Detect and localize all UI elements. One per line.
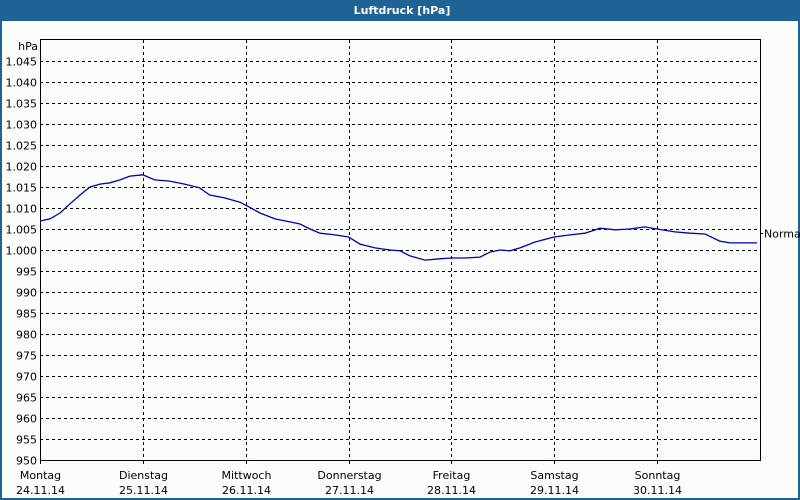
window-title: Luftdruck [hPa] xyxy=(2,0,800,21)
x-tick-day: Mittwoch xyxy=(222,469,272,482)
y-tick-label: 1.020 xyxy=(6,161,38,174)
y-tick-label: 980 xyxy=(16,329,37,342)
x-tick-day: Donnerstag xyxy=(317,469,381,482)
y-tick-label: 950 xyxy=(16,455,37,468)
pressure-line xyxy=(39,174,757,261)
y-tick-label: 1.015 xyxy=(6,182,38,195)
y-tick-label: 975 xyxy=(16,350,37,363)
annotation-markers: Normal xyxy=(760,228,800,241)
x-tick-date: 26.11.14 xyxy=(222,484,271,497)
x-tick-date: 27.11.14 xyxy=(325,484,374,497)
x-axis-labels: Montag 24.11.14 Dienstag 25.11.14 Mittwoch 26… xyxy=(16,469,682,497)
x-tick-day: Montag xyxy=(20,469,61,482)
y-tick-label: 995 xyxy=(16,266,37,279)
x-tick-date: 28.11.14 xyxy=(427,484,476,497)
horizontal-gridlines xyxy=(40,61,760,440)
y-tick-label: 1.035 xyxy=(6,98,38,111)
y-tick-label: 1.010 xyxy=(6,203,38,216)
y-tick-label: 985 xyxy=(16,308,37,321)
normal-label: Normal xyxy=(764,228,800,241)
y-axis-labels: 1.045 1.040 1.035 1.030 1.025 1.020 1.015 1.010… xyxy=(6,56,38,468)
y-tick-label: 955 xyxy=(16,434,37,447)
x-tick-day: Samstag xyxy=(530,469,578,482)
y-tick-label: 990 xyxy=(16,287,37,300)
x-tick-day: Dienstag xyxy=(119,469,168,482)
x-tick-date: 25.11.14 xyxy=(119,484,168,497)
y-tick-label: 960 xyxy=(16,413,37,426)
plot-frame xyxy=(40,39,761,461)
x-tick-date: 29.11.14 xyxy=(530,484,579,497)
y-tick-label: 1.025 xyxy=(6,140,38,153)
y-tick-label: 965 xyxy=(16,392,37,405)
y-tick-label: 1.000 xyxy=(6,245,38,258)
y-tick-label: 1.040 xyxy=(6,77,38,90)
x-tick-day: Sonntag xyxy=(635,469,681,482)
y-tick-label: 970 xyxy=(16,371,37,384)
y-axis-unit-label: hPa xyxy=(18,40,38,53)
y-tick-label: 1.030 xyxy=(6,119,38,132)
x-tick-date: 24.11.14 xyxy=(16,484,65,497)
x-tick-day: Freitag xyxy=(433,469,471,482)
x-tick-date: 30.11.14 xyxy=(633,484,682,497)
y-tick-label: 1.045 xyxy=(6,56,38,69)
vertical-gridlines xyxy=(40,40,658,464)
y-tick-label: 1.005 xyxy=(6,224,38,237)
